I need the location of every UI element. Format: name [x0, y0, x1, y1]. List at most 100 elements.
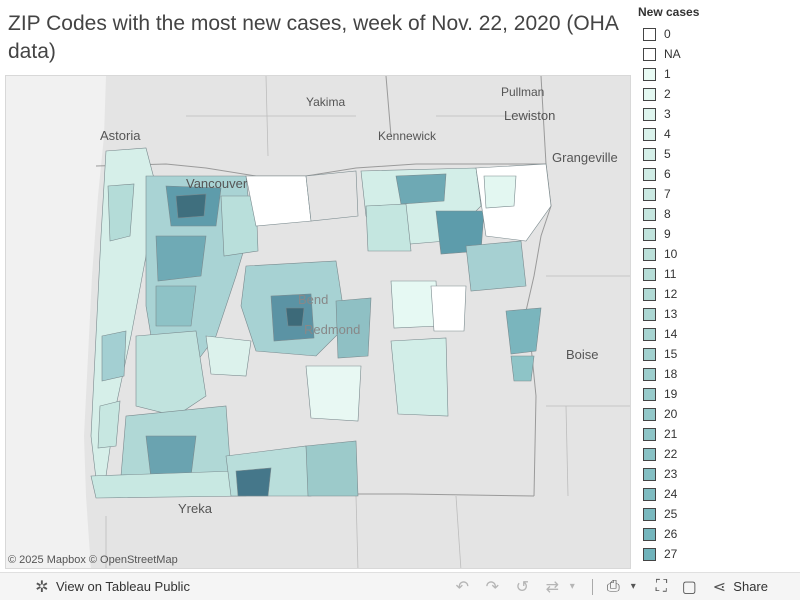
legend-item[interactable]: 23 [638, 464, 798, 484]
legend-item[interactable]: 22 [638, 444, 798, 464]
legend-label: 5 [664, 147, 671, 161]
legend-swatch [643, 567, 656, 568]
legend-item[interactable]: 11 [638, 264, 798, 284]
legend-label: 19 [664, 387, 678, 401]
legend-label: 25 [664, 507, 678, 521]
legend-swatch [643, 27, 656, 41]
zip-region[interactable] [305, 365, 362, 422]
zip-region[interactable] [430, 285, 467, 332]
legend-item[interactable]: 13 [638, 304, 798, 324]
zip-region[interactable] [335, 297, 372, 359]
legend-item[interactable]: 0 [638, 24, 798, 44]
legend-swatch [643, 527, 656, 541]
zip-region[interactable] [145, 435, 197, 479]
undo-icon[interactable]: ↶ [455, 578, 469, 596]
legend-item[interactable]: 18 [638, 364, 798, 384]
map-canvas[interactable]: Yakima Pullman Lewiston Astoria Kennewic… [6, 76, 631, 569]
zip-region[interactable] [155, 235, 207, 282]
zip-region[interactable] [90, 470, 247, 499]
refresh-dropdown-icon[interactable]: ▾ [569, 581, 575, 592]
zip-region[interactable] [155, 285, 197, 327]
legend-item[interactable]: 1 [638, 64, 798, 84]
revert-icon[interactable]: ↺ [515, 578, 529, 596]
legend-item[interactable]: 12 [638, 284, 798, 304]
legend-label: 24 [664, 487, 678, 501]
redo-icon[interactable]: ↷ [485, 578, 499, 596]
zip-region[interactable] [101, 330, 127, 382]
legend-item[interactable]: 14 [638, 324, 798, 344]
zip-region[interactable] [390, 337, 449, 417]
ocean [6, 76, 106, 568]
legend-item[interactable]: 21 [638, 424, 798, 444]
zip-region[interactable] [175, 193, 207, 219]
zip-region[interactable] [285, 307, 305, 327]
legend-item[interactable]: 10 [638, 244, 798, 264]
legend-swatch [643, 267, 656, 281]
legend-item[interactable]: 9 [638, 224, 798, 244]
legend-items: 0 NA 1 2 3 4 5 6 7 8 9 10 11 12 13 14 15 18 19 20 21 22 23 24 25… [638, 24, 798, 568]
legend-item[interactable]: 26 [638, 524, 798, 544]
zip-region[interactable] [510, 355, 535, 382]
legend-label: 18 [664, 367, 678, 381]
map-attribution[interactable]: © 2025 Mapbox © OpenStreetMap [8, 554, 178, 566]
legend-item[interactable]: 6 [638, 164, 798, 184]
zip-region[interactable] [465, 240, 527, 292]
zip-region[interactable] [107, 183, 135, 242]
zip-region[interactable] [235, 467, 272, 497]
legend-item[interactable]: 20 [638, 404, 798, 424]
refresh-icon[interactable]: ⇄ [545, 578, 559, 596]
zip-region[interactable] [245, 175, 312, 227]
legend-label: 27 [664, 547, 678, 561]
legend-swatch [643, 287, 656, 301]
view-on-tableau-button[interactable]: ✲ View on Tableau Public [32, 577, 190, 597]
zip-region[interactable] [305, 170, 359, 222]
download-dropdown-icon[interactable]: ▾ [630, 581, 636, 592]
zip-polygons[interactable] [90, 147, 552, 499]
zip-region[interactable] [135, 330, 207, 417]
legend-swatch [643, 487, 656, 501]
legend-item[interactable]: 8 [638, 204, 798, 224]
legend-item[interactable]: 19 [638, 384, 798, 404]
legend-item[interactable]: 24 [638, 484, 798, 504]
legend-item[interactable]: 5 [638, 144, 798, 164]
legend-item[interactable]: 28 [638, 564, 798, 568]
zip-region[interactable] [220, 195, 259, 257]
legend-item[interactable]: 3 [638, 104, 798, 124]
legend-swatch [643, 147, 656, 161]
legend-label: 21 [664, 427, 678, 441]
city-label-redmond: Redmond [304, 322, 360, 337]
legend-label: 2 [664, 87, 671, 101]
legend-swatch [643, 47, 656, 61]
zip-region[interactable] [205, 335, 252, 377]
legend-item[interactable]: NA [638, 44, 798, 64]
zip-region[interactable] [483, 175, 517, 209]
legend-swatch [643, 347, 656, 361]
city-labels: Yakima Pullman Lewiston Astoria Kennewic… [100, 85, 618, 516]
legend-item[interactable]: 27 [638, 544, 798, 564]
share-icon: ⋖ [712, 578, 726, 596]
zip-region[interactable] [305, 440, 359, 497]
zip-region[interactable] [395, 173, 447, 205]
legend-label: 8 [664, 207, 671, 221]
legend-title: New cases [638, 5, 700, 19]
zip-region[interactable] [365, 203, 412, 252]
legend-item[interactable]: 7 [638, 184, 798, 204]
legend-item[interactable]: 15 [638, 344, 798, 364]
comment-icon[interactable]: ▢ [681, 578, 697, 596]
legend-label: 3 [664, 107, 671, 121]
zip-region[interactable] [97, 400, 121, 449]
download-icon[interactable]: ⎙ [606, 577, 620, 595]
legend-label: 6 [664, 167, 671, 181]
legend-item[interactable]: 4 [638, 124, 798, 144]
city-label-yakima: Yakima [306, 95, 345, 109]
legend-label: 11 [664, 267, 677, 281]
legend-swatch [643, 327, 656, 341]
fullscreen-icon[interactable]: ⛶ [655, 577, 667, 595]
map-view[interactable]: Yakima Pullman Lewiston Astoria Kennewic… [5, 75, 631, 569]
share-button[interactable]: ⋖ Share [709, 577, 768, 597]
legend-label: 14 [664, 327, 678, 341]
legend-item[interactable]: 2 [638, 84, 798, 104]
legend-item[interactable]: 25 [638, 504, 798, 524]
zip-region[interactable] [505, 307, 542, 355]
